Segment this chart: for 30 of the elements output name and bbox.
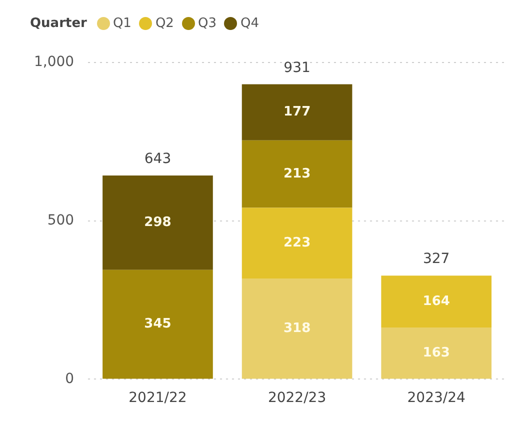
x-tick-label: 2023/24 — [407, 390, 466, 406]
legend-label: Q2 — [155, 16, 174, 31]
legend-label: Q1 — [112, 16, 132, 31]
y-tick-label: 1,000 — [34, 54, 74, 70]
bar — [102, 270, 213, 379]
x-tick-label: 2021/22 — [128, 390, 187, 406]
legend-title: Quarter — [30, 16, 87, 31]
y-tick-label: 0 — [65, 370, 74, 387]
data-label: 298 — [144, 215, 172, 230]
bar — [242, 84, 352, 140]
data-label: 345 — [144, 316, 172, 332]
data-label: 163 — [422, 346, 450, 361]
bar — [242, 278, 352, 379]
data-label: 164 — [422, 294, 450, 309]
bar — [102, 176, 213, 270]
bar — [381, 276, 492, 328]
x-tick-label: 2022/23 — [268, 390, 326, 406]
total-label: 643 — [144, 151, 172, 168]
bar — [381, 328, 492, 379]
y-tick-label: 500 — [47, 212, 74, 228]
total-label: 931 — [284, 60, 310, 76]
legend-label: Q4 — [240, 16, 259, 31]
bar — [242, 208, 352, 278]
data-label: 318 — [283, 320, 311, 336]
data-label: 223 — [283, 236, 311, 251]
total-label: 327 — [422, 251, 450, 268]
legend-label: Q3 — [198, 16, 216, 31]
data-label: 213 — [283, 166, 311, 182]
data-label: 177 — [283, 104, 311, 120]
bar — [242, 140, 352, 208]
